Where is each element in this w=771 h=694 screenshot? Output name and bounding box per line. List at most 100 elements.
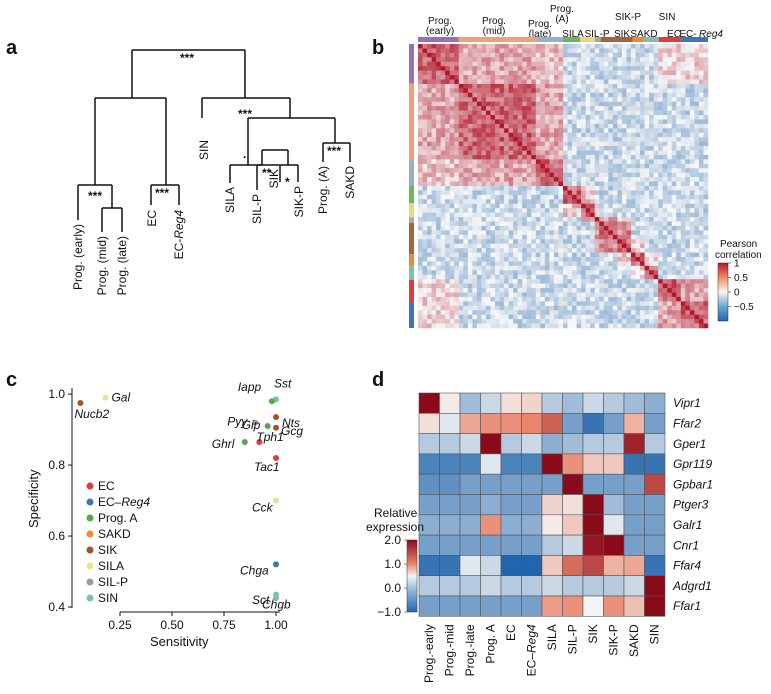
corr-cell [703,212,709,218]
corr-cell [553,319,559,324]
corr-cell [576,123,582,129]
corr-cell [454,137,460,142]
corr-cell [563,110,568,116]
corr-cell [671,146,677,151]
corr-cell [490,44,496,49]
corr-cell [418,319,423,324]
corr-cell [676,301,682,307]
corr-cell [490,88,496,94]
corr-cell [535,199,541,205]
corr-cell [626,181,632,187]
corr-cell [685,128,691,134]
corr-cell [572,190,577,196]
corr-cell [649,159,654,165]
corr-cell [517,261,523,267]
corr-cell [689,186,695,191]
corr-cell [440,248,446,253]
corr-cell [513,225,518,231]
corr-cell [703,57,709,63]
corr-cell [535,61,541,67]
corr-cell [635,194,641,200]
corr-cell [662,83,668,89]
dendrogram-leaf: SAKD [343,166,357,199]
corr-cell [626,159,632,165]
corr-cell [431,310,437,315]
corr-cell [612,128,618,134]
corr-cell [685,163,691,169]
expression-cell [418,453,440,475]
corr-cell [644,279,650,284]
corr-cell [685,199,691,205]
corr-cell [481,274,487,280]
corr-cell [612,199,618,205]
corr-cell [508,79,514,85]
corr-cell [526,283,532,289]
corr-cell [544,261,550,267]
corr-cell [458,52,464,58]
corr-cell [621,106,627,111]
corr-cell [676,212,682,218]
corr-cell [472,248,478,253]
sig-proga: *** [327,144,341,158]
corr-cell [427,252,432,258]
corr-cell [608,66,614,71]
expression-cell [644,473,666,495]
corr-cell [621,168,627,173]
corr-cell [576,248,582,253]
dendrogram-leaf: Prog. (A) [316,166,330,214]
corr-cell [490,159,496,165]
corr-cell [481,310,487,315]
corr-cell [558,101,564,107]
expression-cell [521,534,543,556]
corr-cell [549,163,555,169]
corr-cell [599,44,605,49]
dendrogram-leaf: Prog. (late) [115,236,129,295]
corr-cell [621,194,627,200]
corr-cell [685,319,691,324]
corr-cell [581,194,586,200]
corr-cell [563,274,568,280]
corr-cell [526,83,532,89]
corr-cell [467,128,473,134]
corr-cell [649,44,654,49]
corr-cell [617,115,623,120]
corr-cell [640,110,645,116]
corr-cell [599,110,605,116]
corr-cell [676,181,682,187]
corr-cell [603,288,609,293]
corr-cell [617,248,623,253]
corr-cell [458,154,464,160]
corr-cell [590,314,596,320]
corr-cell [590,217,596,222]
corr-cell [531,265,537,271]
corr-cell [680,44,686,49]
corr-cell [436,243,441,249]
corr-cell [522,163,528,169]
corr-cell [499,270,505,276]
corr-cell [472,75,478,80]
corr-cell [676,97,682,102]
corr-cell [499,212,505,218]
corr-cell [635,314,641,320]
corr-cell [653,163,659,169]
corr-cell [418,61,423,67]
scatter-y-tick-label: 1.0 [48,387,65,401]
corr-cell [427,265,432,271]
corr-cell [485,310,491,315]
corr-cell [558,57,564,63]
corr-cell [490,279,496,284]
corr-cell [608,159,614,165]
corr-cell [585,83,591,89]
corr-group-label: EC [667,29,681,40]
corr-cell [581,141,586,147]
corr-cell [563,154,568,160]
corr-cell [495,190,500,196]
corr-cell [458,137,464,142]
corr-cell [581,146,586,151]
corr-cell [594,225,600,231]
expression-cell [480,453,502,475]
corr-cell [594,194,600,200]
corr-cell [694,199,700,205]
corr-cell [640,48,645,54]
corr-cell [649,177,654,182]
